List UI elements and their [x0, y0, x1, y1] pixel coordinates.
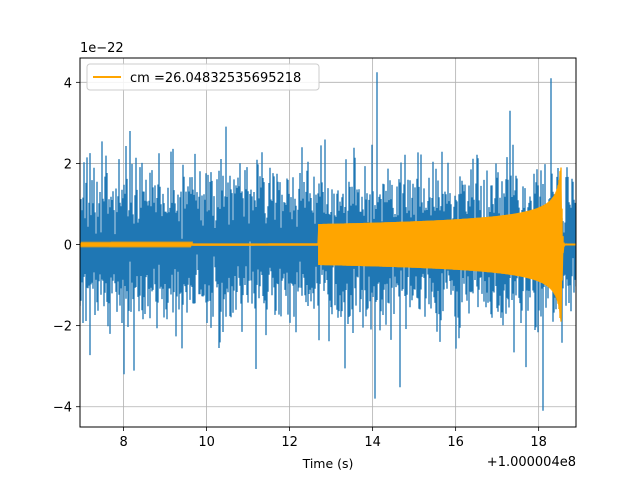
- x-tick-label: 12: [281, 435, 298, 450]
- x-tick-label: 16: [447, 435, 464, 450]
- series-layer: [80, 72, 576, 411]
- x-tick-label: 18: [530, 435, 547, 450]
- y-tick-label: 2: [64, 157, 72, 172]
- legend-box: [86, 63, 320, 91]
- y-tick-label: −2: [53, 320, 72, 335]
- x-axis-label: Time (s): [302, 456, 354, 471]
- y-tick-label: −4: [53, 401, 72, 416]
- y-tick-label: 4: [64, 76, 72, 91]
- x-tick-label: 8: [119, 435, 127, 450]
- y-tick-label: 0: [64, 239, 72, 254]
- plot-frame: [79, 57, 577, 428]
- legend-entry-label: cm =26.04832535695218: [130, 71, 301, 86]
- x-tick-label: 14: [364, 435, 381, 450]
- y-scale-label: 1e−22: [80, 41, 124, 56]
- x-tick-label: 10: [198, 435, 215, 450]
- ticks: 8 10 12 14 16 18 −4 −2 0 2 4: [53, 76, 547, 450]
- x-offset-label: +1.000004e8: [487, 455, 576, 470]
- legend: cm =26.04832535695218: [86, 63, 320, 91]
